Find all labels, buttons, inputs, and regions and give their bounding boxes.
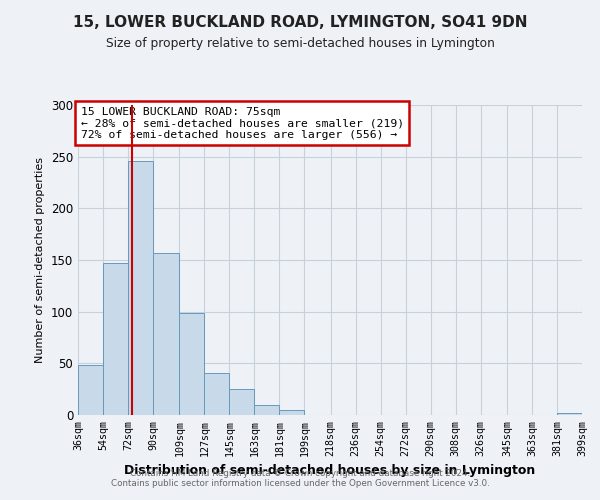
Bar: [78, 366, 103, 415]
Bar: [179, 312, 205, 415]
Text: 15 LOWER BUCKLAND ROAD: 75sqm
← 28% of semi-detached houses are smaller (219)
72: 15 LOWER BUCKLAND ROAD: 75sqm ← 28% of s…: [80, 106, 404, 140]
Bar: [153, 253, 179, 415]
Bar: [205, 372, 229, 415]
Y-axis label: Number of semi-detached properties: Number of semi-detached properties: [35, 157, 46, 363]
Bar: [128, 161, 153, 415]
X-axis label: Distribution of semi-detached houses by size in Lymington: Distribution of semi-detached houses by …: [124, 464, 536, 477]
Bar: [557, 413, 582, 415]
Text: 15, LOWER BUCKLAND ROAD, LYMINGTON, SO41 9DN: 15, LOWER BUCKLAND ROAD, LYMINGTON, SO41…: [73, 15, 527, 30]
Text: Contains HM Land Registry data © Crown copyright and database right 2024.: Contains HM Land Registry data © Crown c…: [130, 468, 470, 477]
Text: Contains public sector information licensed under the Open Government Licence v3: Contains public sector information licen…: [110, 478, 490, 488]
Bar: [280, 410, 304, 415]
Bar: [103, 263, 128, 415]
Bar: [254, 404, 280, 415]
Bar: [229, 389, 254, 415]
Text: Size of property relative to semi-detached houses in Lymington: Size of property relative to semi-detach…: [106, 38, 494, 51]
